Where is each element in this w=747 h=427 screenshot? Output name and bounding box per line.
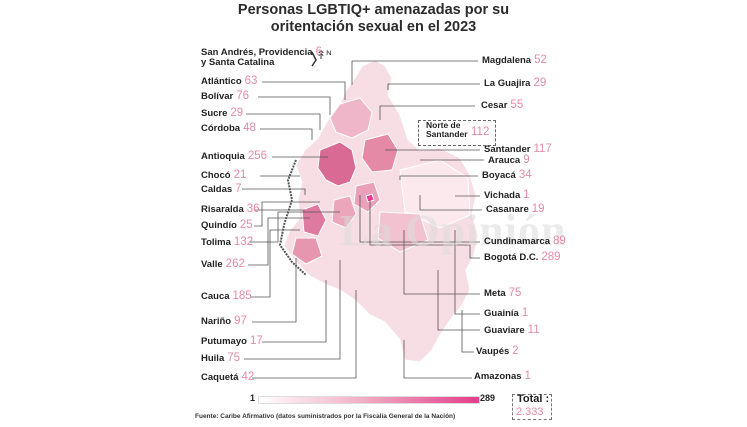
region-cauca [291, 237, 323, 265]
region-tolima [331, 195, 357, 229]
north-arrow-icon: ↟ᴺ [316, 48, 332, 62]
label-boyaca: Boyacá 34 [482, 169, 532, 181]
total-label: Total : [517, 393, 550, 405]
label-amazonas: Amazonas 1 [474, 370, 531, 382]
pacific-coast [278, 159, 307, 276]
label-quindio: Quindío 25 [201, 219, 253, 231]
label-san-andres: San Andrés, Providencia 6 y Santa Catalin… [201, 46, 322, 68]
label-guaviare: Guaviare 11 [484, 324, 540, 336]
label-antioquia: Antioquia 256 [201, 150, 267, 162]
label-narino: Nariño 97 [201, 315, 247, 327]
label-magdalena: Magdalena 52 [482, 54, 547, 66]
label-sucre: Sucre 29 [201, 107, 244, 119]
title-line-1: Personas LGBTIQ+ amenazadas por su [237, 2, 510, 18]
label-meta: Meta 75 [484, 287, 522, 299]
label-arauca: Arauca 9 [488, 154, 530, 166]
label-casanare: Casanare 19 [486, 203, 545, 215]
label-caqueta: Caquetá 42 [201, 371, 255, 383]
region-bogota [365, 193, 375, 203]
region-antioquia [317, 141, 357, 187]
watermark: La Opinión [340, 206, 567, 255]
label-bolivar: Bolívar 76 [201, 90, 250, 102]
label-tolima: Tolima 132 [201, 236, 254, 248]
label-la-guajira: La Guajira 29 [484, 77, 547, 89]
dept-value: 6 [315, 46, 322, 58]
label-risaralda: Risaralda 36 [201, 203, 260, 215]
dept-name-line2: y Santa Catalina [201, 57, 275, 68]
norte-santander-box [418, 120, 496, 146]
leader-lines-right [351, 60, 484, 379]
san-andres-island [311, 51, 317, 67]
label-norte-santander: Norte de Santander [426, 120, 468, 139]
label-caldas: Caldas 7 [201, 183, 242, 195]
legend-max: 289 [480, 393, 496, 403]
region-north [329, 97, 373, 139]
label-vaupes: Vaupés 2 [476, 345, 519, 357]
label-valle: Valle 262 [201, 258, 245, 270]
dept-name: San Andrés, Providencia [201, 47, 313, 58]
country-shape [283, 59, 479, 363]
label-huila: Huila 75 [201, 352, 241, 364]
label-cordoba: Córdoba 48 [201, 122, 256, 134]
legend-gradient [258, 396, 480, 404]
title-line-2: oritentación sexual en el 2023 [270, 19, 477, 35]
label-atlantico: Atlántico 63 [201, 75, 258, 87]
total-box [512, 394, 552, 420]
label-guainia: Guainía 1 [484, 307, 529, 319]
label-cesar: Cesar 55 [481, 99, 524, 111]
label-santander: Santander 117 [484, 143, 552, 155]
label-cauca: Cauca 185 [201, 290, 252, 302]
total-value: 2.333 [516, 406, 544, 418]
region-santander [361, 133, 399, 173]
leader-lines-left [242, 81, 357, 379]
map-title: Personas LGBTIQ+ amenazadas por su orite… [0, 2, 747, 36]
source-note: Fuente: Caribe Afirmativo (datos suminis… [195, 413, 456, 420]
label-putumayo: Putumayo 17 [201, 335, 263, 347]
label-bogota: Bogotá D.C. 289 [484, 251, 561, 263]
label-cundinamarca: Cundinamarca 89 [484, 235, 566, 247]
label-choco: Chocó 21 [201, 169, 247, 181]
legend-min: 1 [250, 393, 256, 403]
norte-santander-value: 112 [471, 126, 490, 138]
label-vichada: Vichada 1 [484, 189, 530, 201]
